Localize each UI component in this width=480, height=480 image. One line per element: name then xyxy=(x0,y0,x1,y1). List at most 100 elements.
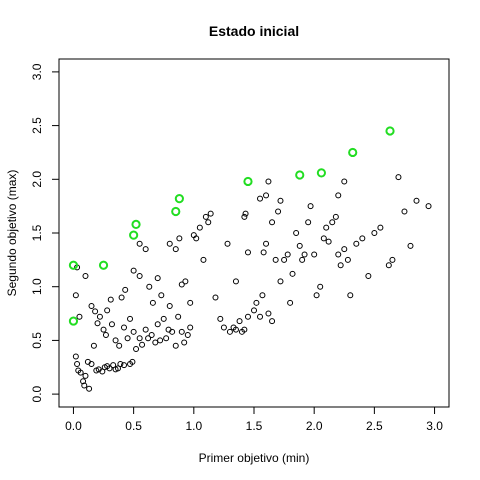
data-point xyxy=(311,251,318,258)
y-tick-label: 3.0 xyxy=(30,63,44,80)
data-point xyxy=(146,283,153,290)
data-point xyxy=(92,308,99,315)
data-point xyxy=(96,313,103,320)
data-point xyxy=(265,310,272,317)
highlighted-point xyxy=(68,316,79,326)
data-point xyxy=(184,332,191,339)
data-point xyxy=(172,246,179,253)
x-tick-label: 2.0 xyxy=(306,419,323,433)
data-point xyxy=(152,339,159,346)
highlighted-point xyxy=(129,230,139,240)
data-point xyxy=(136,240,143,247)
data-point xyxy=(281,256,288,263)
data-point xyxy=(359,235,366,242)
data-point xyxy=(407,242,414,249)
data-point xyxy=(136,335,143,342)
data-point xyxy=(335,192,342,199)
y-tick-label: 1.0 xyxy=(30,278,44,295)
data-point xyxy=(124,335,131,342)
data-point xyxy=(241,213,248,220)
data-point xyxy=(277,278,284,285)
data-point xyxy=(224,240,231,247)
data-point xyxy=(272,256,279,263)
data-point xyxy=(242,210,249,217)
highlighted-point xyxy=(131,219,141,230)
data-point xyxy=(88,361,95,368)
data-point xyxy=(139,341,146,348)
data-point xyxy=(260,249,267,256)
data-point xyxy=(175,313,182,320)
data-point xyxy=(217,315,224,322)
data-point xyxy=(102,332,109,339)
data-point xyxy=(178,328,185,335)
data-point xyxy=(176,235,183,242)
highlighted-point xyxy=(295,170,305,180)
data-point xyxy=(317,283,324,290)
data-point xyxy=(169,328,176,335)
data-point xyxy=(129,358,136,365)
data-point xyxy=(265,178,272,185)
data-point xyxy=(160,315,167,322)
data-point xyxy=(389,256,396,263)
data-point xyxy=(100,326,107,333)
data-point xyxy=(142,326,149,333)
data-point xyxy=(106,365,113,372)
data-point xyxy=(284,251,291,258)
data-point xyxy=(277,197,284,204)
data-point xyxy=(341,246,348,253)
data-point xyxy=(263,240,270,247)
data-point xyxy=(178,281,185,288)
data-point xyxy=(108,321,115,328)
y-axis: 0.0 0.5 1.0 1.5 2.0 2.5 3.0 xyxy=(30,63,60,402)
data-point xyxy=(305,219,312,226)
data-point xyxy=(187,299,194,306)
data-point xyxy=(118,294,125,301)
data-point xyxy=(142,246,149,253)
data-point xyxy=(385,262,392,269)
data-point xyxy=(76,313,83,320)
x-tick-label: 2.5 xyxy=(366,419,383,433)
data-point xyxy=(86,385,93,392)
data-point xyxy=(263,192,270,199)
data-point xyxy=(220,324,227,331)
data-point xyxy=(72,292,79,299)
data-point xyxy=(401,208,408,215)
data-point xyxy=(121,324,127,331)
x-tick-label: 0.0 xyxy=(65,419,82,433)
data-point xyxy=(395,174,402,181)
data-point xyxy=(94,320,101,327)
data-point xyxy=(130,267,137,274)
data-point xyxy=(157,337,164,344)
data-point xyxy=(341,178,348,185)
highlighted-point xyxy=(174,194,184,204)
plot-frame xyxy=(58,58,450,408)
x-axis-label: Primer objetivo (min) xyxy=(199,451,310,465)
data-point xyxy=(107,296,114,303)
data-point xyxy=(133,346,140,352)
data-point xyxy=(296,242,303,249)
x-tick-label: 1.5 xyxy=(246,419,263,433)
y-tick-label: 0.0 xyxy=(30,385,44,402)
data-point xyxy=(77,369,84,376)
data-point xyxy=(287,299,294,306)
data-point xyxy=(200,256,207,263)
data-point xyxy=(232,278,239,285)
data-point xyxy=(88,303,95,310)
data-point xyxy=(289,270,296,277)
data-point xyxy=(114,365,121,372)
data-point xyxy=(212,294,219,301)
data-point xyxy=(145,335,152,342)
highlighted-point xyxy=(243,176,253,187)
data-point xyxy=(187,324,194,331)
data-point xyxy=(148,332,155,339)
data-point xyxy=(117,361,124,368)
data-point xyxy=(257,195,264,202)
data-point xyxy=(275,208,282,215)
data-point xyxy=(163,335,170,342)
x-axis: 0.0 0.5 1.0 1.5 2.0 2.5 3.0 xyxy=(65,406,443,433)
data-point xyxy=(130,328,137,335)
highlighted-point xyxy=(385,126,395,136)
data-point xyxy=(202,213,209,220)
data-point xyxy=(196,224,203,231)
data-point xyxy=(253,299,260,306)
